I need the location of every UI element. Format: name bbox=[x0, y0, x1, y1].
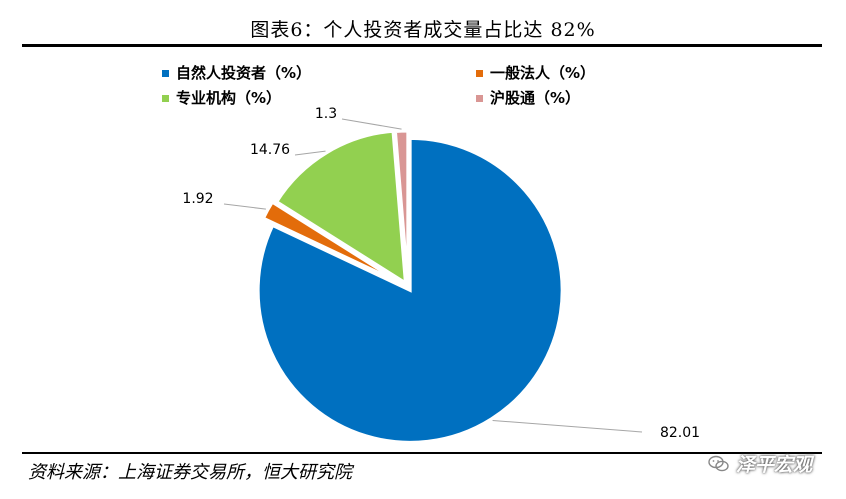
pie-slice-3 bbox=[274, 129, 408, 286]
title-rule bbox=[22, 44, 822, 47]
label-leaders bbox=[223, 118, 643, 433]
footer-rule bbox=[22, 452, 822, 454]
data-label-2: 1.92 bbox=[182, 191, 213, 207]
legend: 自然人投资者（%） 一般法人（%） 专业机构（%） 沪股通（%） bbox=[162, 64, 595, 107]
data-labels: 82.01 1.92 14.76 1.3 bbox=[182, 106, 700, 441]
legend-label-4: 沪股通（%） bbox=[490, 89, 580, 107]
pie-slice-2 bbox=[261, 200, 402, 285]
legend-swatch-1 bbox=[162, 70, 169, 77]
legend-label-3: 专业机构（%） bbox=[176, 89, 281, 107]
wechat-icon bbox=[708, 455, 729, 471]
legend-label-2: 一般法人（%） bbox=[490, 64, 595, 82]
legend-swatch-3 bbox=[162, 95, 169, 102]
legend-swatch-4 bbox=[476, 95, 483, 102]
pie-slices bbox=[256, 129, 564, 444]
data-label-1: 82.01 bbox=[660, 425, 700, 441]
source-note: 资料来源：上海证券交易所，恒大研究院 bbox=[28, 462, 352, 483]
data-label-3: 14.76 bbox=[250, 142, 290, 158]
data-label-4: 1.3 bbox=[315, 106, 337, 122]
leader-line-4 bbox=[341, 118, 402, 130]
leader-line-3 bbox=[294, 150, 326, 156]
page-title: 图表6：个人投资者成交量占比达 82% bbox=[250, 19, 596, 41]
pie-slice-4 bbox=[393, 129, 410, 284]
pie-slice-1 bbox=[256, 136, 564, 444]
legend-label-1: 自然人投资者（%） bbox=[176, 64, 311, 82]
legend-swatch-2 bbox=[476, 70, 483, 77]
watermark-text: 泽平宏观 bbox=[736, 454, 813, 476]
watermark: 泽平宏观 bbox=[708, 450, 812, 477]
leader-line-2 bbox=[223, 203, 266, 210]
leader-line-1 bbox=[492, 419, 643, 433]
